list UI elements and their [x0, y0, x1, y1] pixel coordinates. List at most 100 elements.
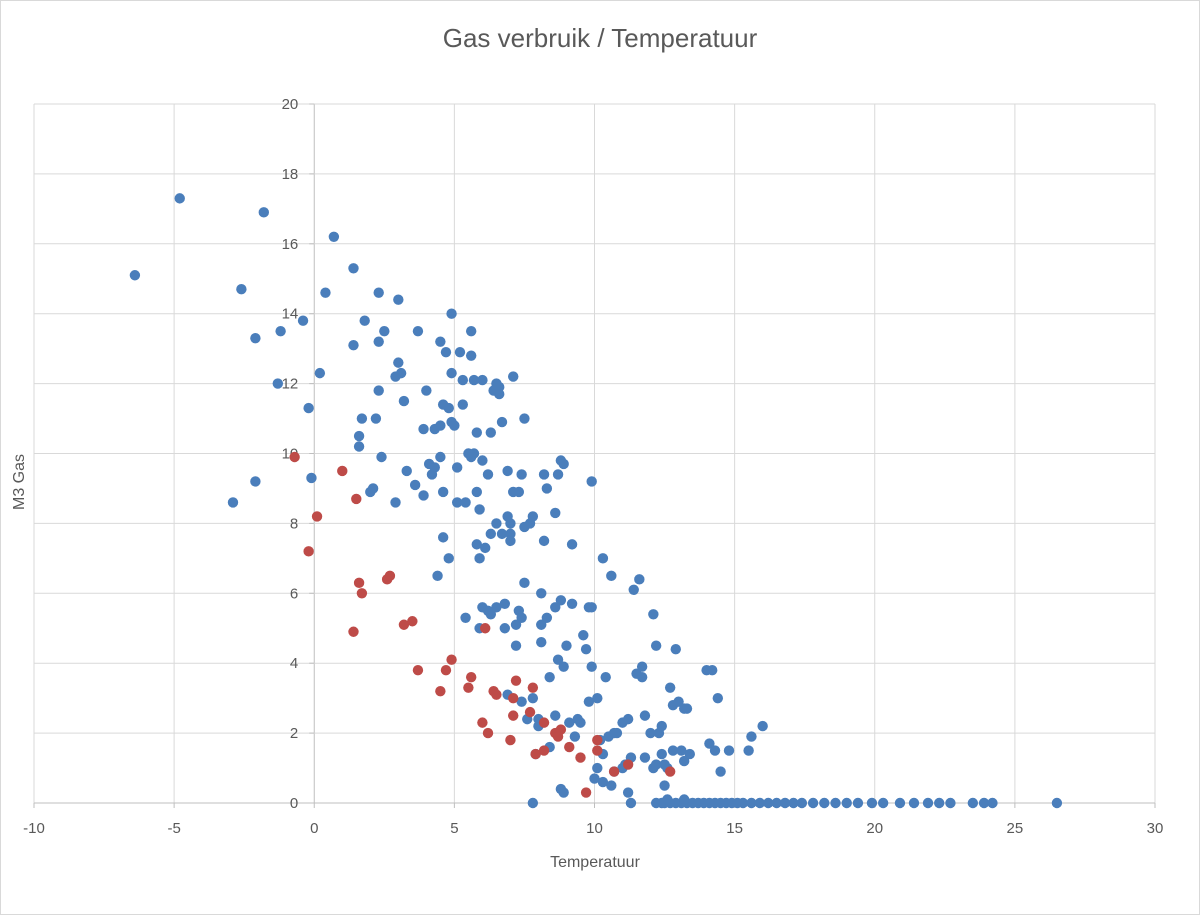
data-point-blue [707, 664, 718, 676]
data-point-blue [418, 423, 429, 435]
data-point-blue [499, 623, 511, 634]
y-tick-label: 4 [290, 655, 298, 672]
data-point-blue [636, 671, 648, 683]
data-point-blue [779, 797, 791, 809]
data-point-blue [250, 332, 261, 344]
data-point-blue [510, 640, 522, 651]
data-point-blue [852, 797, 864, 809]
data-point-blue [429, 462, 440, 473]
data-point-blue [502, 465, 513, 477]
data-point-blue [592, 762, 603, 774]
data-point-blue [566, 539, 578, 550]
data-point-blue [373, 336, 384, 347]
data-point-blue [550, 710, 561, 721]
data-point-red [564, 741, 575, 753]
data-point-red [491, 689, 502, 700]
data-point-blue [474, 553, 485, 564]
data-point-blue [723, 745, 735, 756]
data-point-blue [398, 395, 410, 407]
data-point-blue [510, 619, 522, 630]
data-point-blue [451, 462, 463, 473]
y-tick-label: 14 [282, 306, 299, 323]
x-tick-label: 25 [1007, 820, 1024, 837]
data-point-blue [648, 609, 659, 620]
data-point-blue [471, 539, 482, 550]
data-point-blue [606, 570, 617, 582]
data-point-blue [395, 367, 407, 379]
data-point-blue [894, 797, 906, 809]
data-point-red [384, 570, 396, 582]
data-point-red [555, 724, 567, 735]
data-point-red [351, 493, 362, 505]
data-point-red [508, 692, 519, 704]
data-point-blue [536, 588, 547, 599]
data-point-blue [303, 402, 314, 414]
data-point-blue [460, 612, 471, 623]
data-point-blue [516, 612, 527, 623]
data-point-blue [513, 486, 525, 498]
data-point-blue [673, 696, 684, 707]
data-point-blue [328, 231, 340, 243]
data-point-blue [552, 469, 564, 480]
data-point-blue [454, 346, 466, 358]
data-point-blue [586, 476, 597, 487]
data-point-blue [866, 797, 878, 809]
chart-title: Gas verbruik / Temperatuur [443, 23, 758, 53]
data-point-blue [376, 451, 387, 463]
data-point-blue [841, 797, 852, 809]
x-tick-label: 20 [866, 820, 883, 837]
data-point-red [356, 588, 368, 599]
data-point-blue [645, 727, 656, 739]
data-point-blue [754, 797, 766, 809]
data-point-blue [379, 325, 390, 337]
y-tick-label: 12 [282, 376, 299, 393]
data-point-blue [370, 413, 382, 424]
data-point-blue [477, 455, 488, 466]
x-tick-label: 5 [450, 820, 458, 837]
x-tick-label: -5 [167, 820, 180, 837]
data-point-blue [477, 374, 488, 386]
data-point-blue [482, 469, 494, 480]
data-point-blue [465, 350, 477, 361]
data-point-blue [465, 325, 477, 337]
data-point-blue [418, 490, 429, 501]
data-point-blue [541, 483, 553, 494]
data-point-red [664, 766, 676, 777]
data-point-blue [650, 759, 662, 770]
data-point-blue [538, 535, 550, 547]
data-point-red [510, 675, 522, 686]
data-point-red [446, 654, 457, 665]
data-point-blue [468, 374, 480, 386]
data-point-blue [538, 469, 550, 480]
data-point-blue [575, 717, 586, 728]
data-point-blue [566, 598, 578, 609]
data-point-blue [373, 385, 384, 396]
data-point-blue [409, 479, 421, 491]
data-point-blue [763, 797, 774, 809]
data-point-blue [586, 661, 597, 672]
data-point-blue [757, 720, 768, 732]
data-point-red [592, 745, 603, 756]
data-point-red [412, 664, 424, 676]
data-point-red [463, 682, 474, 693]
data-point-blue [628, 584, 639, 596]
data-point-blue [541, 612, 553, 623]
y-axis-label: M3 Gas [11, 454, 28, 510]
data-point-blue [443, 553, 454, 564]
data-point-blue [558, 458, 569, 470]
data-point-blue [348, 339, 359, 351]
data-point-blue [227, 497, 239, 508]
data-point-blue [275, 325, 286, 337]
data-point-blue [807, 797, 819, 809]
data-point-blue [569, 731, 581, 742]
data-point-blue [796, 797, 808, 809]
data-point-blue [678, 794, 690, 805]
data-point-blue [494, 388, 505, 400]
data-point-red [538, 745, 550, 756]
data-point-red [398, 619, 410, 630]
data-point-blue [519, 577, 530, 589]
data-point-blue [485, 427, 497, 438]
